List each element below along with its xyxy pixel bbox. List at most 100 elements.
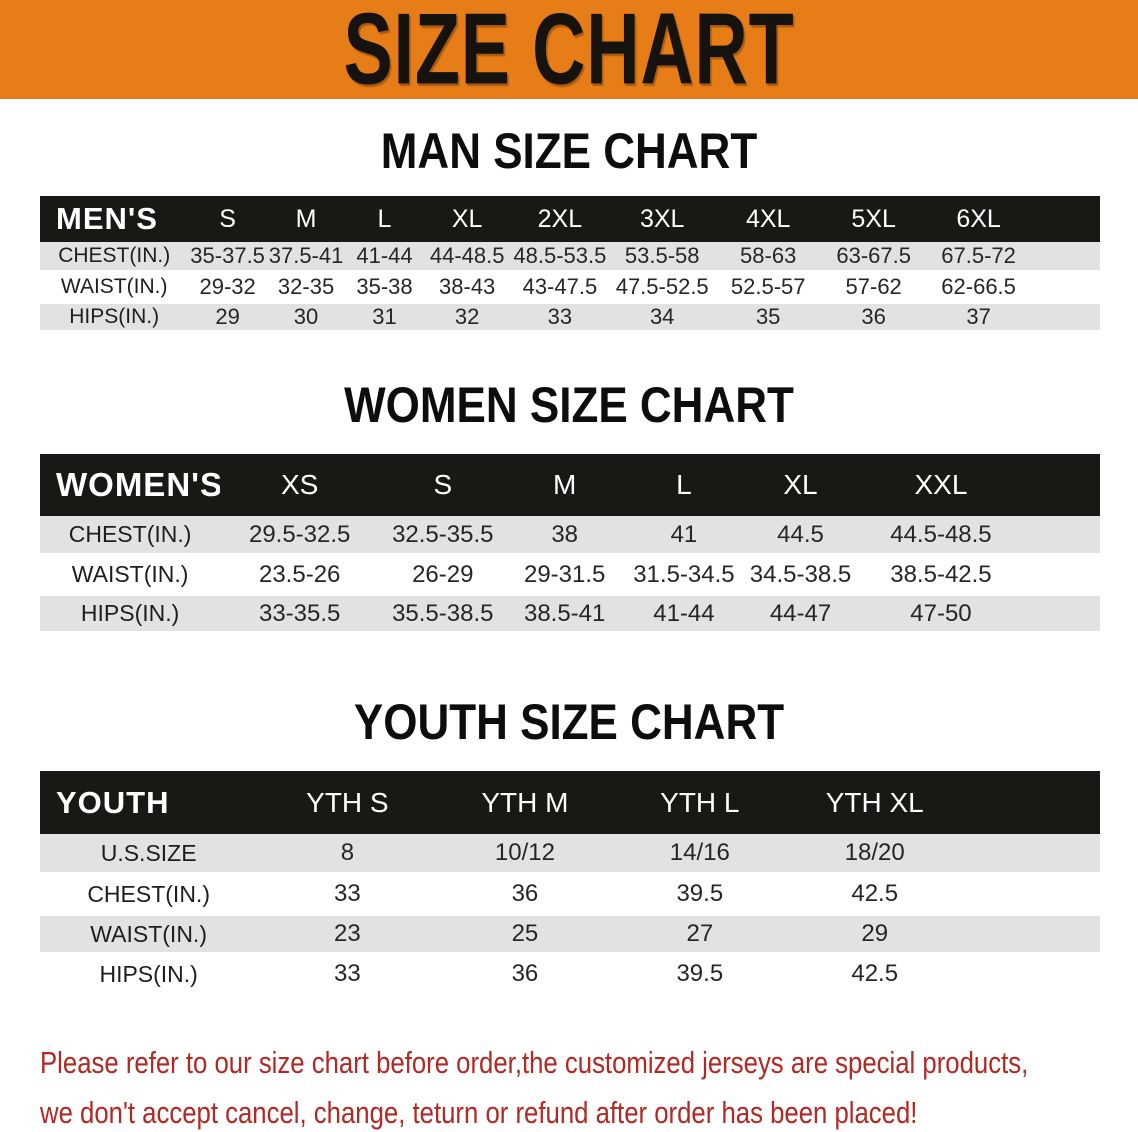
measurement-cell: 33 xyxy=(510,302,610,334)
measurement-cell: 18/20 xyxy=(787,834,963,876)
measurement-cell: 30 xyxy=(266,302,346,334)
measurement-cell: 36 xyxy=(437,874,613,916)
women-size-table: WOMEN'S XS S M L XL XXL CHEST(IN.) 29.5-32.5 32.5… xyxy=(40,454,1100,635)
measurement-cell: 35-38 xyxy=(345,272,424,304)
measurement-cell: 29 xyxy=(787,914,963,956)
measurement-cell: 31.5-34.5 xyxy=(622,555,745,596)
cell-filler xyxy=(1025,594,1100,635)
measurement-cell: 32-35 xyxy=(266,272,346,304)
row-label: CHEST(IN.) xyxy=(40,242,189,274)
header-row: WOMEN'S XS S M L XL XXL xyxy=(40,454,1100,516)
footer-note-line2: we don't accept cancel, change, teturn o… xyxy=(40,1095,918,1130)
measurement-cell: 29 xyxy=(188,302,267,334)
measurement-cell: 32 xyxy=(423,302,511,334)
column-header: XL xyxy=(423,196,511,242)
measurement-cell: 35.5-38.5 xyxy=(379,594,507,635)
column-header: S xyxy=(188,196,267,242)
measurement-cell: 44.5-48.5 xyxy=(856,516,1026,557)
measurement-cell: 42.5 xyxy=(787,954,963,996)
measurement-cell: 63-67.5 xyxy=(821,242,927,274)
row-label: U.S.SIZE xyxy=(40,834,258,876)
measurement-cell: 31 xyxy=(345,302,424,334)
measurement-cell: 25 xyxy=(437,914,613,956)
table-row: U.S.SIZE 8 10/12 14/16 18/20 xyxy=(40,834,1100,876)
column-header: YTH M xyxy=(437,771,613,834)
footer-note-line1: Please refer to our size chart before or… xyxy=(40,1045,1029,1080)
measurement-cell: 33 xyxy=(257,874,438,916)
column-header: XS xyxy=(220,454,380,516)
measurement-cell: 44.5 xyxy=(744,516,857,557)
column-header: 5XL xyxy=(821,196,927,242)
measurement-cell: 33 xyxy=(257,954,438,996)
measurement-cell: 34.5-38.5 xyxy=(744,555,857,596)
measurement-cell: 27 xyxy=(612,914,788,956)
column-header: L xyxy=(345,196,424,242)
measurement-cell: 38-43 xyxy=(423,272,511,304)
measurement-cell: 43-47.5 xyxy=(510,272,610,304)
man-section-heading: MAN SIZE CHART xyxy=(380,123,758,179)
cell-filler xyxy=(1031,272,1100,304)
measurement-cell: 41-44 xyxy=(622,594,745,635)
cell-filler xyxy=(1031,302,1100,334)
table-row: HIPS(IN.) 33-35.5 35.5-38.5 38.5-41 41-44 44-… xyxy=(40,594,1100,635)
measurement-cell: 26-29 xyxy=(379,555,507,596)
row-label: HIPS(IN.) xyxy=(40,954,258,996)
measurement-cell: 44-48.5 xyxy=(423,242,511,274)
row-label: HIPS(IN.) xyxy=(40,594,221,635)
banner-title: SIZE CHART xyxy=(343,0,795,106)
row-label: HIPS(IN.) xyxy=(40,302,189,334)
cell-filler xyxy=(1025,555,1100,596)
table-row: WAIST(IN.) 23 25 27 29 xyxy=(40,914,1100,956)
measurement-cell: 38.5-42.5 xyxy=(856,555,1026,596)
measurement-cell: 57-62 xyxy=(821,272,927,304)
measurement-cell: 34 xyxy=(609,302,716,334)
measurement-cell: 38 xyxy=(506,516,623,557)
measurement-cell: 47.5-52.5 xyxy=(609,272,716,304)
measurement-cell: 32.5-35.5 xyxy=(379,516,507,557)
measurement-cell: 58-63 xyxy=(715,242,822,274)
measurement-cell: 10/12 xyxy=(437,834,613,876)
measurement-cell: 29-32 xyxy=(188,272,267,304)
measurement-cell: 37.5-41 xyxy=(266,242,346,274)
header-filler xyxy=(1025,454,1100,516)
table-title: YOUTH xyxy=(40,771,258,834)
measurement-cell: 39.5 xyxy=(612,954,788,996)
column-header: 3XL xyxy=(609,196,716,242)
measurement-cell: 41 xyxy=(622,516,745,557)
measurement-cell: 44-47 xyxy=(744,594,857,635)
measurement-cell: 14/16 xyxy=(612,834,788,876)
column-header: S xyxy=(379,454,507,516)
measurement-cell: 38.5-41 xyxy=(506,594,623,635)
row-label: WAIST(IN.) xyxy=(40,272,189,304)
table-title: MEN'S xyxy=(40,196,189,242)
footer-note: Please refer to our size chart before or… xyxy=(40,1038,1028,1132)
measurement-cell: 52.5-57 xyxy=(715,272,822,304)
measurement-cell: 23.5-26 xyxy=(220,555,380,596)
cell-filler xyxy=(1031,242,1100,274)
header-filler xyxy=(1031,196,1100,242)
measurement-cell: 36 xyxy=(437,954,613,996)
measurement-cell: 8 xyxy=(257,834,438,876)
table-row: WAIST(IN.) 29-32 32-35 35-38 38-43 43-47.5 47.… xyxy=(40,272,1100,304)
measurement-cell: 35 xyxy=(715,302,822,334)
measurement-cell: 39.5 xyxy=(612,874,788,916)
measurement-cell: 53.5-58 xyxy=(609,242,716,274)
column-header: YTH S xyxy=(257,771,438,834)
measurement-cell: 35-37.5 xyxy=(188,242,267,274)
row-label: CHEST(IN.) xyxy=(40,874,258,916)
table-row: HIPS(IN.) 29 30 31 32 33 34 35 36 37 xyxy=(40,302,1100,334)
column-header: M xyxy=(506,454,623,516)
measurement-cell: 36 xyxy=(821,302,927,334)
measurement-cell: 47-50 xyxy=(856,594,1026,635)
row-label: WAIST(IN.) xyxy=(40,914,258,956)
measurement-cell: 42.5 xyxy=(787,874,963,916)
row-label: CHEST(IN.) xyxy=(40,516,221,557)
column-header: 4XL xyxy=(715,196,822,242)
column-header: M xyxy=(266,196,346,242)
table-row: CHEST(IN.) 33 36 39.5 42.5 xyxy=(40,874,1100,916)
measurement-cell: 29.5-32.5 xyxy=(220,516,380,557)
banner: SIZE CHART xyxy=(0,0,1138,106)
man-size-table: MEN'S S M L XL 2XL 3XL 4XL 5XL 6XL CHEST(IN.) 35-37… xyxy=(40,196,1100,334)
column-header: YTH L xyxy=(612,771,788,834)
